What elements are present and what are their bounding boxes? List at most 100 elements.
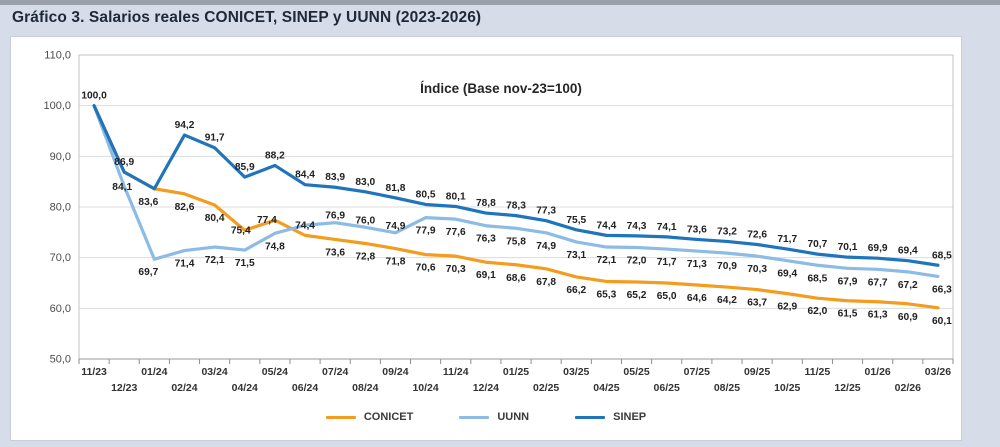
chart-inner-title: Índice (Base nov-23=100) xyxy=(420,81,582,96)
data-label-conicet: 80,4 xyxy=(205,213,225,224)
x-axis-tick-label: 10/25 xyxy=(774,382,800,394)
data-label-uunn: 72,1 xyxy=(205,255,225,266)
data-label-sinep: 68,5 xyxy=(932,250,952,261)
data-label-conicet: 71,8 xyxy=(386,257,406,268)
data-label-sinep: 80,5 xyxy=(416,189,436,200)
y-axis-tick-label: 110,0 xyxy=(44,50,71,62)
data-label-sinep: 100,0 xyxy=(81,91,107,102)
data-label-conicet: 74,4 xyxy=(295,220,315,231)
data-label-uunn: 74,8 xyxy=(265,241,285,252)
data-label-sinep: 88,2 xyxy=(265,150,285,161)
data-label-conicet: 77,4 xyxy=(257,215,277,226)
legend-swatch-uunn xyxy=(459,415,490,419)
y-axis-tick-label: 70,0 xyxy=(50,252,71,264)
data-label-sinep: 85,9 xyxy=(235,162,255,173)
data-label-conicet: 62,0 xyxy=(807,306,827,317)
data-label-uunn: 76,9 xyxy=(325,211,345,222)
x-axis-tick-label: 11/24 xyxy=(443,366,469,378)
data-label-conicet: 67,8 xyxy=(536,277,556,288)
data-label-sinep: 70,1 xyxy=(838,242,858,253)
data-label-conicet: 64,6 xyxy=(687,293,707,304)
data-label-uunn: 69,7 xyxy=(138,267,158,278)
data-label-sinep: 80,1 xyxy=(446,191,466,202)
data-label-sinep: 91,7 xyxy=(205,133,225,144)
data-label-conicet: 65,3 xyxy=(596,289,616,300)
y-axis-tick-label: 80,0 xyxy=(50,202,71,214)
legend-item-conicet: CONICET xyxy=(325,411,414,423)
data-label-conicet: 64,2 xyxy=(717,295,737,306)
x-axis-tick-label: 09/24 xyxy=(382,366,408,378)
data-label-uunn: 75,8 xyxy=(506,236,526,247)
data-label-sinep: 69,4 xyxy=(898,246,918,257)
data-label-uunn: 67,2 xyxy=(898,280,918,291)
data-label-conicet: 61,5 xyxy=(838,309,858,320)
data-label-conicet: 66,2 xyxy=(566,285,586,296)
data-label-sinep: 81,8 xyxy=(386,183,406,194)
legend-swatch-sinep xyxy=(575,415,606,419)
legend-item-uunn: UUNN xyxy=(459,411,529,423)
y-axis-tick-label: 90,0 xyxy=(50,151,71,163)
data-label-conicet: 65,2 xyxy=(627,290,647,301)
data-label-uunn: 84,1 xyxy=(112,182,132,193)
series-line-uunn xyxy=(92,104,940,279)
x-axis-tick-label: 12/25 xyxy=(834,382,860,394)
legend-label: UUNN xyxy=(497,411,530,423)
data-label-conicet: 60,1 xyxy=(932,316,952,327)
data-label-conicet: 70,3 xyxy=(446,264,466,275)
x-axis-tick-label: 04/25 xyxy=(593,382,619,394)
data-label-sinep: 83,6 xyxy=(138,197,158,208)
data-label-uunn: 72,0 xyxy=(627,256,647,267)
x-axis-tick-label: 01/24 xyxy=(141,366,167,378)
x-axis-tick-label: 01/25 xyxy=(503,366,529,378)
data-label-conicet: 68,6 xyxy=(506,273,526,284)
data-label-uunn: 71,4 xyxy=(175,259,195,270)
data-label-uunn: 67,7 xyxy=(868,277,888,288)
data-label-uunn: 76,0 xyxy=(355,215,375,226)
data-label-uunn: 72,1 xyxy=(596,255,616,266)
data-label-sinep: 78,8 xyxy=(476,198,496,209)
x-axis-tick-label: 07/25 xyxy=(684,366,710,378)
x-axis-tick-label: 11/25 xyxy=(805,366,831,378)
x-axis-tick-label: 08/24 xyxy=(352,382,378,394)
data-label-sinep: 74,1 xyxy=(657,222,677,233)
data-label-conicet: 75,4 xyxy=(231,225,251,236)
data-label-conicet: 69,1 xyxy=(476,270,496,281)
x-axis-tick-label: 05/24 xyxy=(262,366,288,378)
x-axis-tick-label: 09/25 xyxy=(744,366,770,378)
x-axis-tick-label: 10/24 xyxy=(412,382,438,394)
data-label-conicet: 72,8 xyxy=(355,251,375,262)
data-label-uunn: 70,3 xyxy=(747,264,767,275)
data-label-sinep: 83,9 xyxy=(325,172,345,183)
y-axis-tick-label: 100,0 xyxy=(43,100,71,112)
x-axis-tick-label: 07/24 xyxy=(322,366,348,378)
data-label-conicet: 70,6 xyxy=(416,263,436,274)
legend-item-sinep: SINEP xyxy=(575,411,646,423)
y-axis-tick-label: 50,0 xyxy=(50,354,71,366)
data-label-conicet: 62,9 xyxy=(777,302,797,313)
data-label-uunn: 73,1 xyxy=(566,250,586,261)
chart-legend: CONICET UUNN SINEP xyxy=(11,411,961,423)
x-axis-tick-label: 03/25 xyxy=(563,366,589,378)
data-label-uunn: 71,7 xyxy=(657,257,677,268)
data-label-conicet: 82,6 xyxy=(175,202,195,213)
data-label-uunn: 68,5 xyxy=(807,273,827,284)
data-label-conicet: 60,9 xyxy=(898,312,918,323)
data-label-conicet: 73,6 xyxy=(325,247,345,258)
data-label-sinep: 71,7 xyxy=(777,234,797,245)
data-label-uunn: 74,9 xyxy=(536,241,556,252)
x-axis-tick-label: 03/24 xyxy=(201,366,227,378)
data-label-conicet: 63,7 xyxy=(747,298,767,309)
data-label-uunn: 77,9 xyxy=(416,226,436,237)
data-label-sinep: 75,5 xyxy=(566,215,586,226)
data-label-sinep: 70,7 xyxy=(807,239,827,250)
x-axis-tick-label: 05/25 xyxy=(623,366,649,378)
data-label-sinep: 74,3 xyxy=(627,221,647,232)
data-label-uunn: 70,9 xyxy=(717,261,737,272)
data-label-sinep: 86,9 xyxy=(114,157,134,168)
chart-panel: 110,0 100,0 90,0 80,0 70,0 60,0 50,0 11/23 12/23… xyxy=(10,36,962,441)
data-label-uunn: 74,9 xyxy=(386,221,406,232)
x-axis-tick-label: 01/26 xyxy=(865,366,891,378)
data-label-sinep: 84,4 xyxy=(295,170,315,181)
legend-label: CONICET xyxy=(363,411,414,423)
data-label-sinep: 73,2 xyxy=(717,226,737,237)
